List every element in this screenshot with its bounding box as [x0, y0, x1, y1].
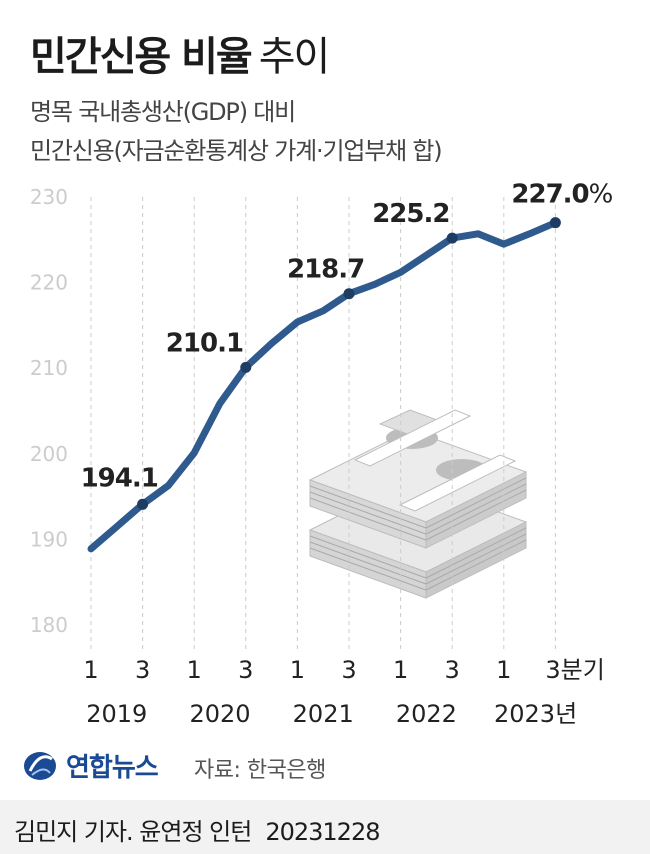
- line-chart: 180 190 200 210 220 230 1 3 1 3 1 3 1 3 1 3분기 2019 2020 2…: [30, 180, 614, 728]
- x-tick-label: 1: [290, 656, 305, 684]
- data-point: [399, 271, 402, 274]
- y-tick-label: 200: [30, 442, 68, 466]
- year-label: 2023년: [494, 700, 577, 728]
- title-bold: 민간신용 비율: [30, 34, 253, 80]
- y-axis: 180 190 200 210 220 230: [30, 185, 68, 637]
- data-point: [296, 320, 299, 323]
- highlight-marker: [137, 498, 149, 510]
- publish-date: 20231228: [265, 818, 380, 846]
- data-labels: 194.1 210.1 218.7 225.2 227.0%: [81, 180, 614, 510]
- source-note: 자료: 한국은행: [194, 758, 326, 783]
- data-label: 227.0%: [511, 180, 612, 210]
- title-light: 추이: [258, 34, 331, 80]
- reporter-credit: 김민지 기자. 윤연정 인턴: [14, 818, 252, 846]
- y-tick-label: 190: [30, 527, 68, 551]
- subtitle-line-1: 명목 국내총생산(GDP) 대비: [30, 98, 296, 126]
- data-point: [167, 484, 170, 487]
- x-tick-label: 1: [187, 656, 202, 684]
- year-label: 2019: [86, 700, 147, 728]
- data-label: 210.1: [166, 328, 243, 358]
- x-tick-label: 3: [238, 656, 253, 684]
- data-point: [193, 451, 196, 454]
- x-axis: 1 3 1 3 1 3 1 3 1 3분기 2019 2020 2021 2022 2023년: [83, 656, 604, 728]
- x-tick-label: 1: [496, 656, 511, 684]
- chart-grid: [90, 197, 556, 650]
- footer-bar: [0, 800, 650, 854]
- x-tick-label: 1: [393, 656, 408, 684]
- data-point: [219, 402, 221, 405]
- subtitle-line-2: 민간신용(자금순환통계상 가계·기업부채 합): [30, 137, 443, 165]
- data-label-unit: %: [589, 180, 613, 210]
- data-point: [115, 525, 118, 528]
- data-point: [477, 232, 479, 235]
- x-tick-label: 3분기: [545, 656, 604, 684]
- year-label: 2022: [396, 700, 457, 728]
- data-point: [425, 254, 428, 257]
- credit-line: 김민지 기자. 윤연정 인턴 20231228: [14, 812, 380, 847]
- x-tick-label: 3: [341, 656, 356, 684]
- publisher-logo: 연합뉴스: [22, 747, 159, 784]
- data-point: [502, 243, 505, 246]
- year-label: 2020: [189, 700, 250, 728]
- year-label: 2021: [293, 700, 354, 728]
- highlight-marker: [446, 232, 458, 244]
- data-point: [270, 342, 273, 345]
- data-label: 218.7: [287, 255, 364, 285]
- highlight-marker: [343, 288, 355, 300]
- y-tick-label: 180: [30, 613, 68, 637]
- yonhap-globe-icon: [24, 751, 56, 780]
- x-tick-label: 1: [83, 656, 98, 684]
- money-stack-illustration: [308, 409, 528, 599]
- data-label: 194.1: [81, 463, 158, 493]
- chart-title: 민간신용 비율 추이: [30, 24, 331, 82]
- highlight-marker: [549, 217, 561, 229]
- highlight-marker: [240, 361, 252, 373]
- y-tick-label: 220: [30, 271, 68, 295]
- y-tick-label: 230: [30, 185, 68, 209]
- data-label: 225.2: [372, 199, 449, 229]
- y-tick-label: 210: [30, 356, 68, 380]
- x-tick-label: 3: [445, 656, 460, 684]
- data-point: [528, 232, 531, 235]
- data-point: [90, 547, 92, 550]
- data-point: [322, 309, 325, 312]
- publisher-name: 연합뉴스: [66, 753, 159, 783]
- x-tick-label: 3: [135, 656, 150, 684]
- data-point: [373, 283, 376, 286]
